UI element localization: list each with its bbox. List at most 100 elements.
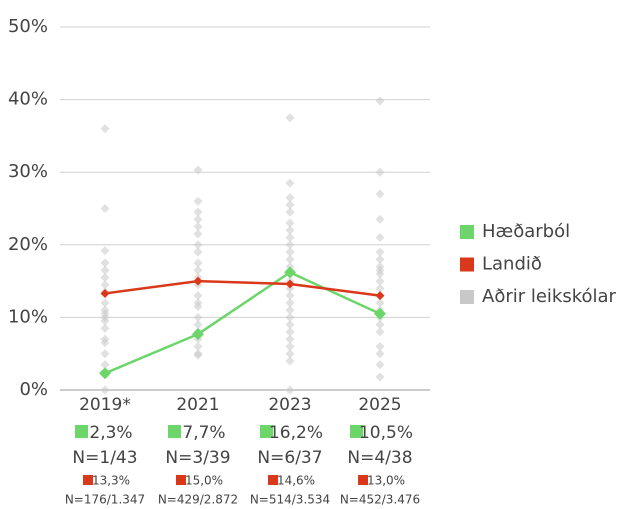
legend-label: Hæðarból [482, 221, 570, 242]
legend-swatch [83, 475, 93, 485]
school-point [285, 233, 295, 243]
school-point [375, 372, 385, 382]
legend-label: Landið [482, 254, 542, 275]
school-point [375, 360, 385, 370]
n-label: N=6/37 [257, 448, 322, 468]
y-tick-label: 0% [19, 379, 48, 400]
school-point [285, 207, 295, 217]
series-point [99, 367, 111, 380]
school-point [375, 320, 385, 330]
school-point [100, 124, 110, 134]
school-point [100, 298, 110, 308]
school-point [285, 298, 295, 308]
school-point [193, 302, 203, 312]
school-point [285, 247, 295, 257]
school-point [193, 207, 203, 217]
value-label: 13,0% [367, 474, 405, 488]
school-point [285, 218, 295, 228]
value-label: 13,3% [92, 474, 130, 488]
school-point [193, 214, 203, 224]
legend-swatch [358, 475, 368, 485]
x-tick-label: 2025 [358, 395, 401, 415]
school-point [100, 338, 110, 348]
series-line [104, 270, 381, 375]
value-label: 2,3% [89, 423, 132, 443]
y-tick-label: 40% [8, 89, 48, 110]
school-point [375, 233, 385, 243]
school-point [193, 196, 203, 206]
school-point [285, 334, 295, 344]
series-point [192, 328, 204, 341]
school-point [100, 280, 110, 290]
school-point [100, 204, 110, 213]
n-label: N=3/39 [165, 448, 230, 468]
school-point [100, 323, 110, 333]
series-line [104, 279, 381, 297]
value-label: 7,7% [182, 423, 225, 443]
school-point [193, 229, 203, 239]
school-point [375, 298, 385, 308]
y-tick-label: 30% [8, 161, 48, 182]
legend-swatch [168, 425, 181, 438]
series-point [193, 276, 203, 286]
legend-swatch [460, 257, 474, 272]
school-point [193, 341, 203, 351]
school-point [100, 246, 110, 256]
school-point [285, 349, 295, 359]
school-point [193, 222, 203, 232]
school-point [285, 200, 295, 210]
n-label: N=4/38 [347, 448, 412, 468]
school-point [285, 320, 295, 330]
school-point [375, 349, 385, 359]
school-point [375, 167, 385, 177]
school-point [285, 341, 295, 351]
value-label: 15,0% [185, 474, 223, 488]
school-point [375, 96, 385, 106]
school-point [193, 291, 203, 301]
school-point [375, 283, 385, 293]
school-point [285, 225, 295, 235]
school-point [375, 189, 385, 199]
school-point [285, 385, 295, 395]
legend-swatch [75, 425, 88, 438]
school-point [285, 356, 295, 366]
series-point [284, 266, 296, 279]
school-point [375, 341, 385, 351]
school-point [100, 265, 110, 275]
school-point [375, 276, 385, 286]
school-point [285, 291, 295, 301]
legend-swatch [268, 475, 278, 485]
school-point [375, 254, 385, 264]
school-point [100, 316, 110, 326]
series-point [285, 279, 295, 289]
legend-label: Aðrir leikskólar [482, 286, 617, 307]
n-label: N=452/3.476 [340, 493, 420, 507]
school-point [193, 350, 203, 360]
school-point [100, 360, 110, 370]
x-tick-label: 2019* [79, 395, 131, 415]
legend-swatch [460, 290, 474, 304]
school-point [375, 214, 385, 224]
value-label: 16,2% [269, 423, 323, 443]
school-point [285, 113, 295, 123]
n-label: N=1/43 [72, 448, 137, 468]
school-point [100, 258, 110, 268]
school-point [285, 312, 295, 322]
school-point [193, 320, 203, 330]
x-tick-label: 2023 [268, 395, 311, 415]
y-tick-label: 50% [8, 16, 48, 37]
n-label: N=176/1.347 [65, 493, 145, 507]
school-point [285, 305, 295, 315]
school-point [375, 269, 385, 279]
n-label: N=514/3.534 [250, 493, 330, 507]
school-point [193, 258, 203, 268]
school-point [193, 312, 203, 322]
school-point [193, 247, 203, 257]
y-tick-label: 10% [8, 306, 48, 327]
school-point [100, 349, 110, 359]
series-point [100, 288, 110, 298]
school-point [193, 240, 203, 250]
series-point [375, 291, 385, 301]
school-point [285, 254, 295, 264]
school-point [100, 385, 110, 395]
